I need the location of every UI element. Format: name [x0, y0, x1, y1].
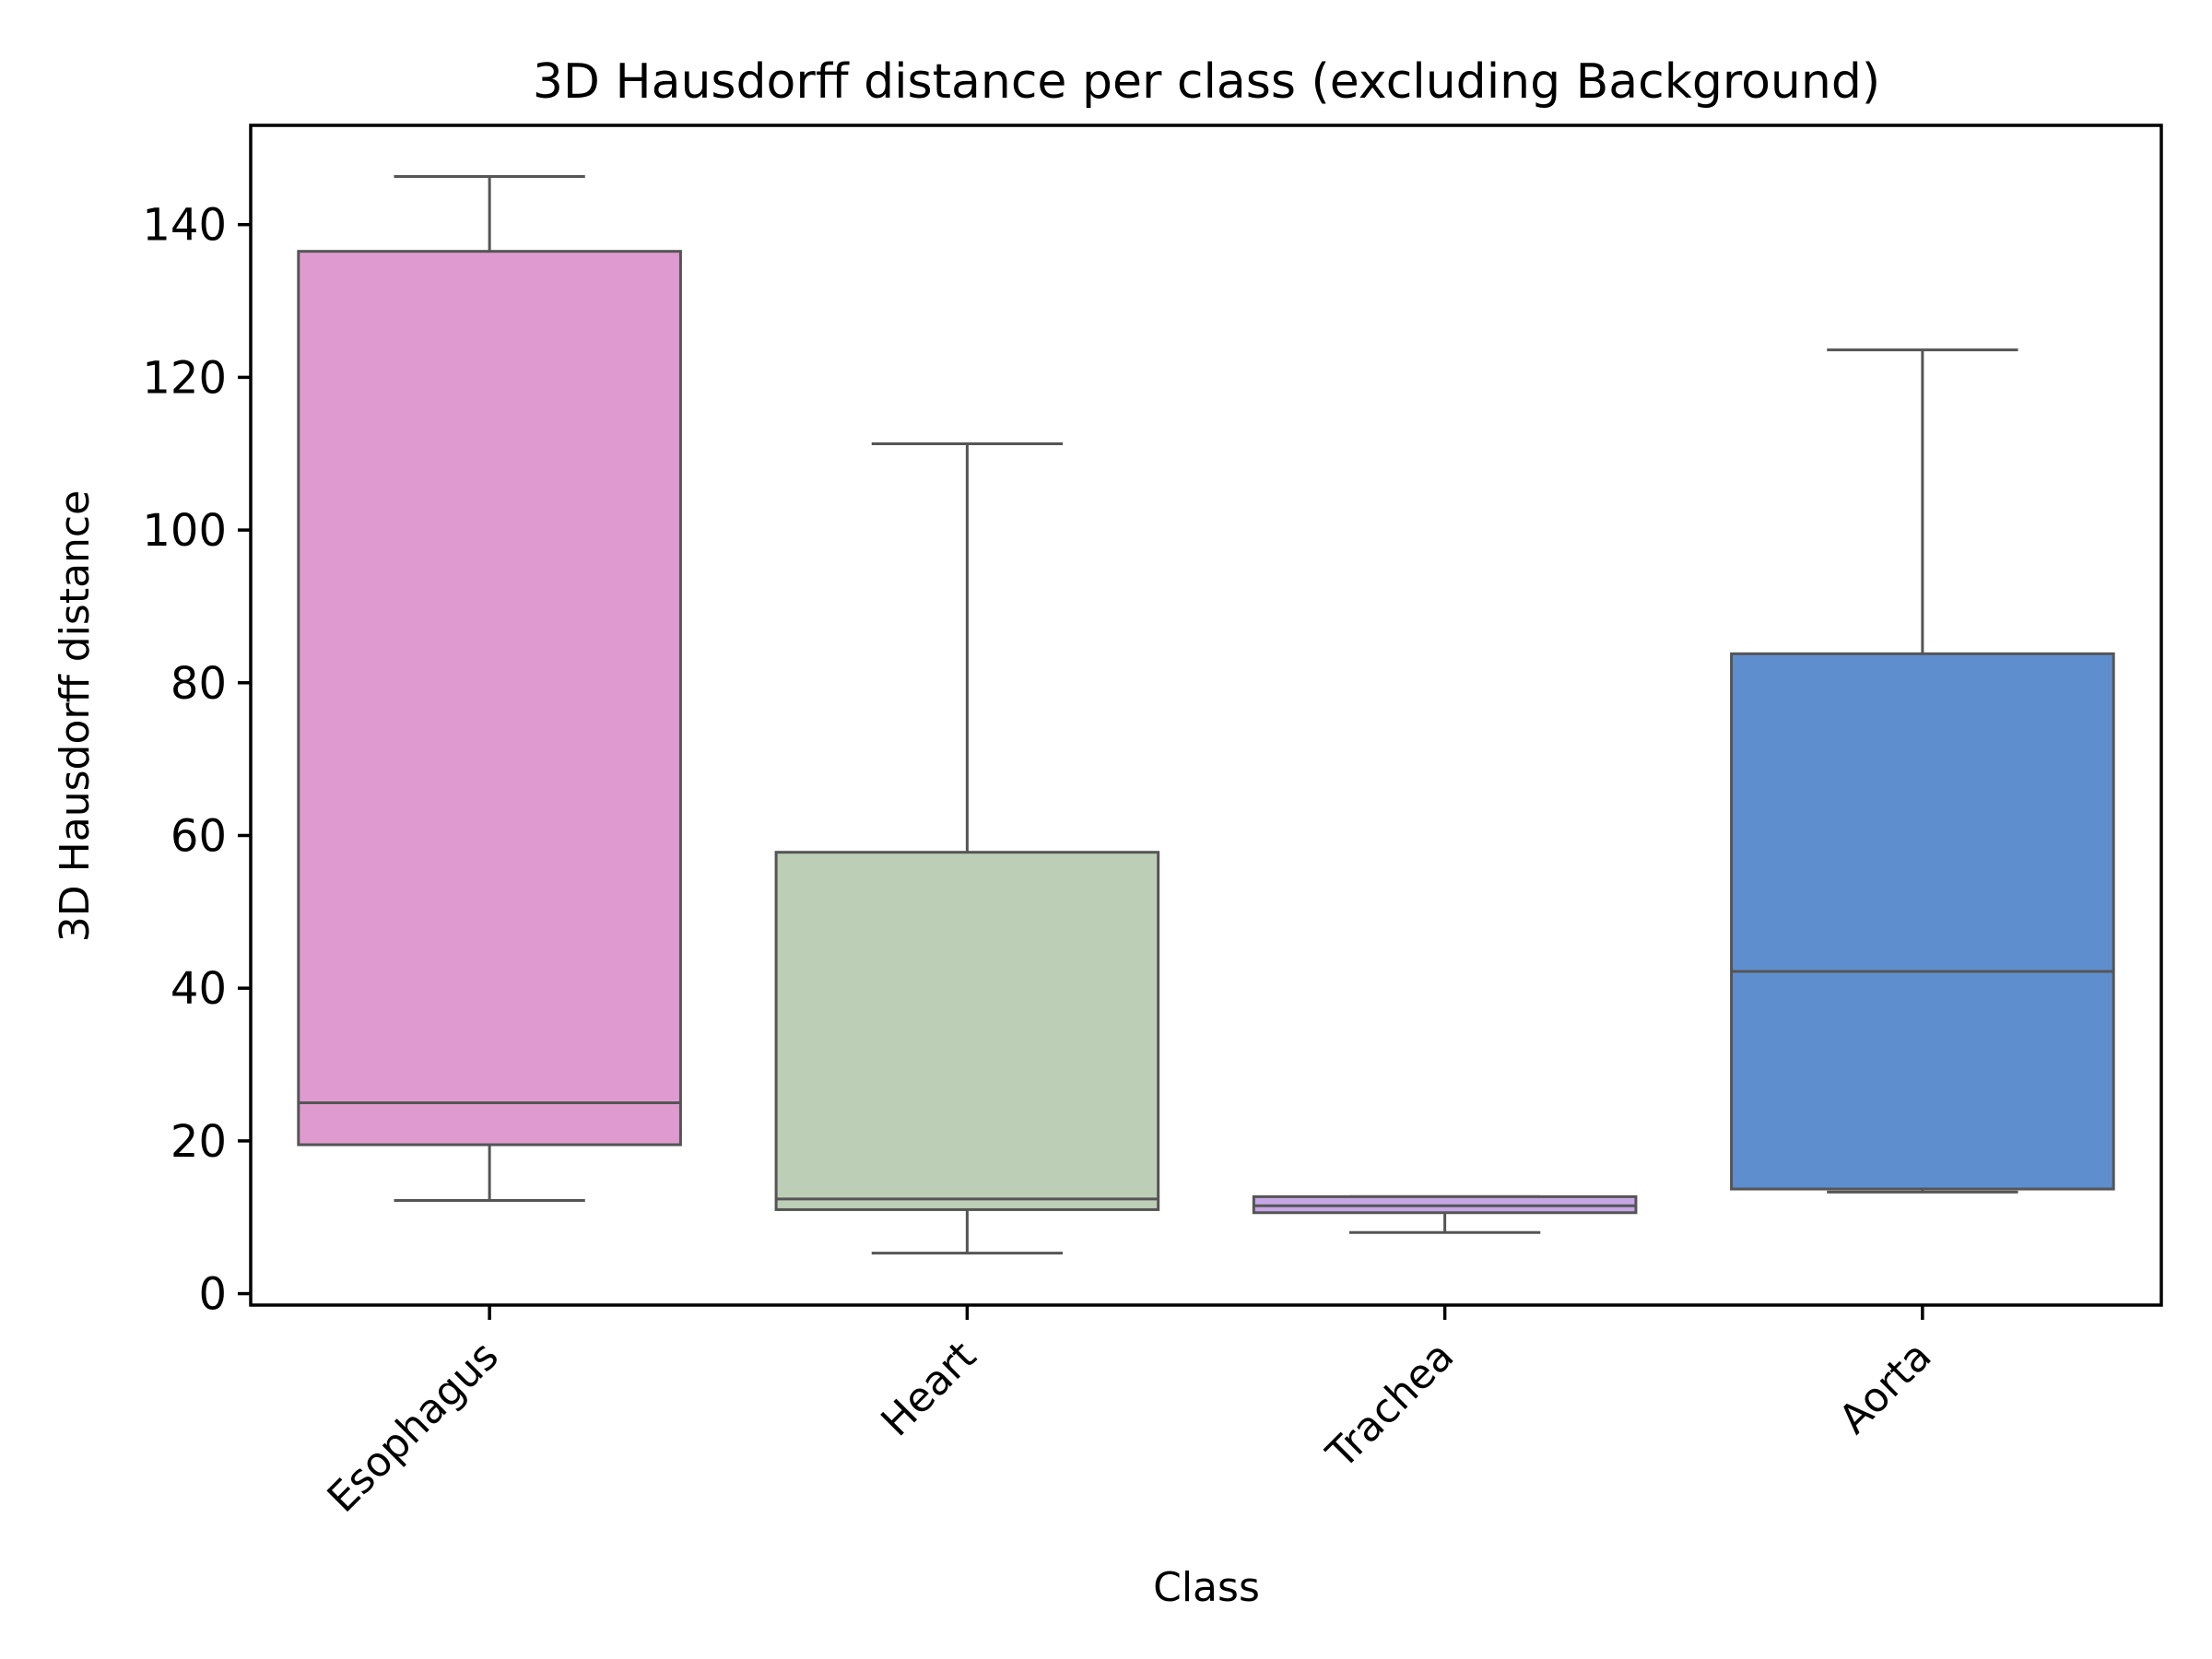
x-axis: Esophagus Heart Trachea Aorta — [319, 1305, 1941, 1522]
y-axis-label: 3D Hausdorff distance — [52, 490, 99, 942]
iqr-box-aorta — [1730, 652, 2115, 1191]
y-tick-label: 20 — [171, 1116, 227, 1168]
iqr-box-esophagus — [297, 250, 682, 1147]
chart-title: 3D Hausdorff distance per class (excludi… — [533, 54, 1880, 110]
y-tick-label: 80 — [171, 658, 227, 710]
x-tick-label: Aorta — [1830, 1333, 1941, 1443]
box-esophagus — [297, 175, 682, 1202]
y-axis: 0 20 40 60 80 100 120 140 — [142, 200, 251, 1321]
box-aorta — [1730, 348, 2115, 1194]
x-axis-label: Class — [1153, 1564, 1260, 1611]
x-tick-label: Esophagus — [319, 1333, 508, 1522]
y-tick-label: 60 — [171, 810, 227, 862]
y-tick-label: 40 — [171, 963, 227, 1015]
boxes-layer — [297, 175, 2115, 1255]
iqr-box-heart — [774, 851, 1160, 1211]
x-tick-label: Heart — [872, 1333, 985, 1446]
x-tick-label: Trachea — [1317, 1333, 1463, 1478]
y-tick-label: 120 — [142, 352, 227, 404]
y-tick-label: 0 — [198, 1269, 227, 1321]
y-tick-label: 140 — [142, 200, 227, 252]
box-trachea — [1252, 1194, 1638, 1234]
box-heart — [774, 441, 1160, 1255]
y-tick-label: 100 — [142, 505, 227, 557]
plot-area-frame — [249, 124, 2163, 1307]
